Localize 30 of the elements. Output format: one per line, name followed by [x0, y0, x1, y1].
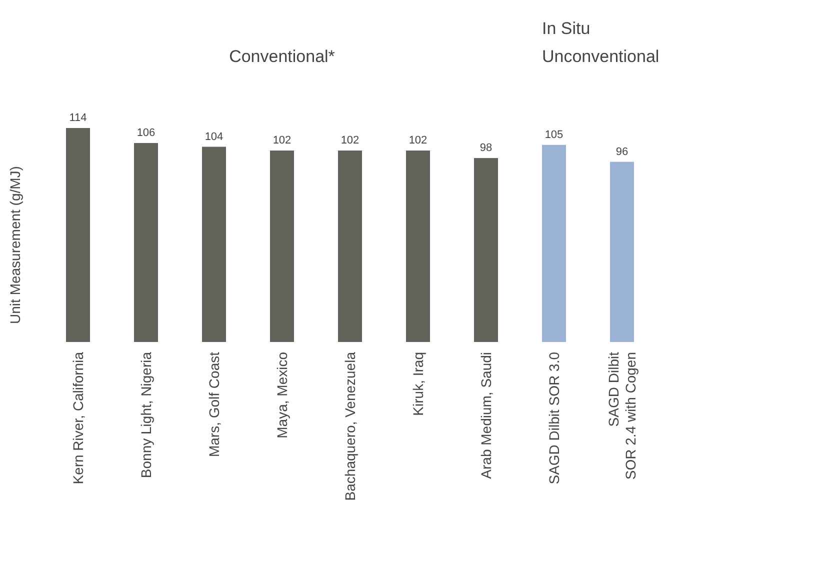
- data-label: 105: [544, 128, 564, 141]
- data-label: 102: [272, 134, 292, 147]
- x-tick-label: SAGD Dilbit SOR 3.0: [546, 352, 562, 484]
- x-tick-label: SAGD Dilbit SOR 2.4 with Cogen: [606, 352, 638, 480]
- bar: [610, 162, 634, 342]
- bar: [474, 158, 498, 342]
- data-label: 102: [340, 134, 360, 147]
- x-tick-label: Maya, Mexico: [274, 352, 290, 438]
- x-tick-label: Arab Medium, Saudi: [478, 352, 494, 479]
- bar: [406, 150, 430, 342]
- bar: [134, 143, 158, 342]
- text: In Situ Unconventional: [542, 19, 660, 66]
- bar: [202, 146, 226, 342]
- x-tick-label: Bonny Light, Nigeria: [138, 352, 154, 478]
- x-tick-label: Mars, Golf Coast: [206, 352, 222, 458]
- x-tick-label: Kiruk, Iraq: [410, 352, 426, 416]
- bar: [542, 144, 566, 342]
- x-tick-label: Bachaquero, Venezuela: [342, 352, 358, 501]
- x-tick-label: Kern River, California: [70, 352, 86, 484]
- text: Conventional*: [229, 47, 336, 66]
- data-label: 104: [204, 130, 224, 143]
- data-label: 98: [480, 142, 492, 154]
- bar: [66, 128, 90, 342]
- data-label: 102: [408, 134, 428, 147]
- data-label: 106: [136, 127, 156, 140]
- data-label: 114: [69, 112, 87, 124]
- data-label: 96: [616, 146, 628, 158]
- y-axis-title: Unit Measurement (g/MJ): [7, 166, 23, 324]
- bar: [270, 150, 294, 342]
- bar: [338, 150, 362, 342]
